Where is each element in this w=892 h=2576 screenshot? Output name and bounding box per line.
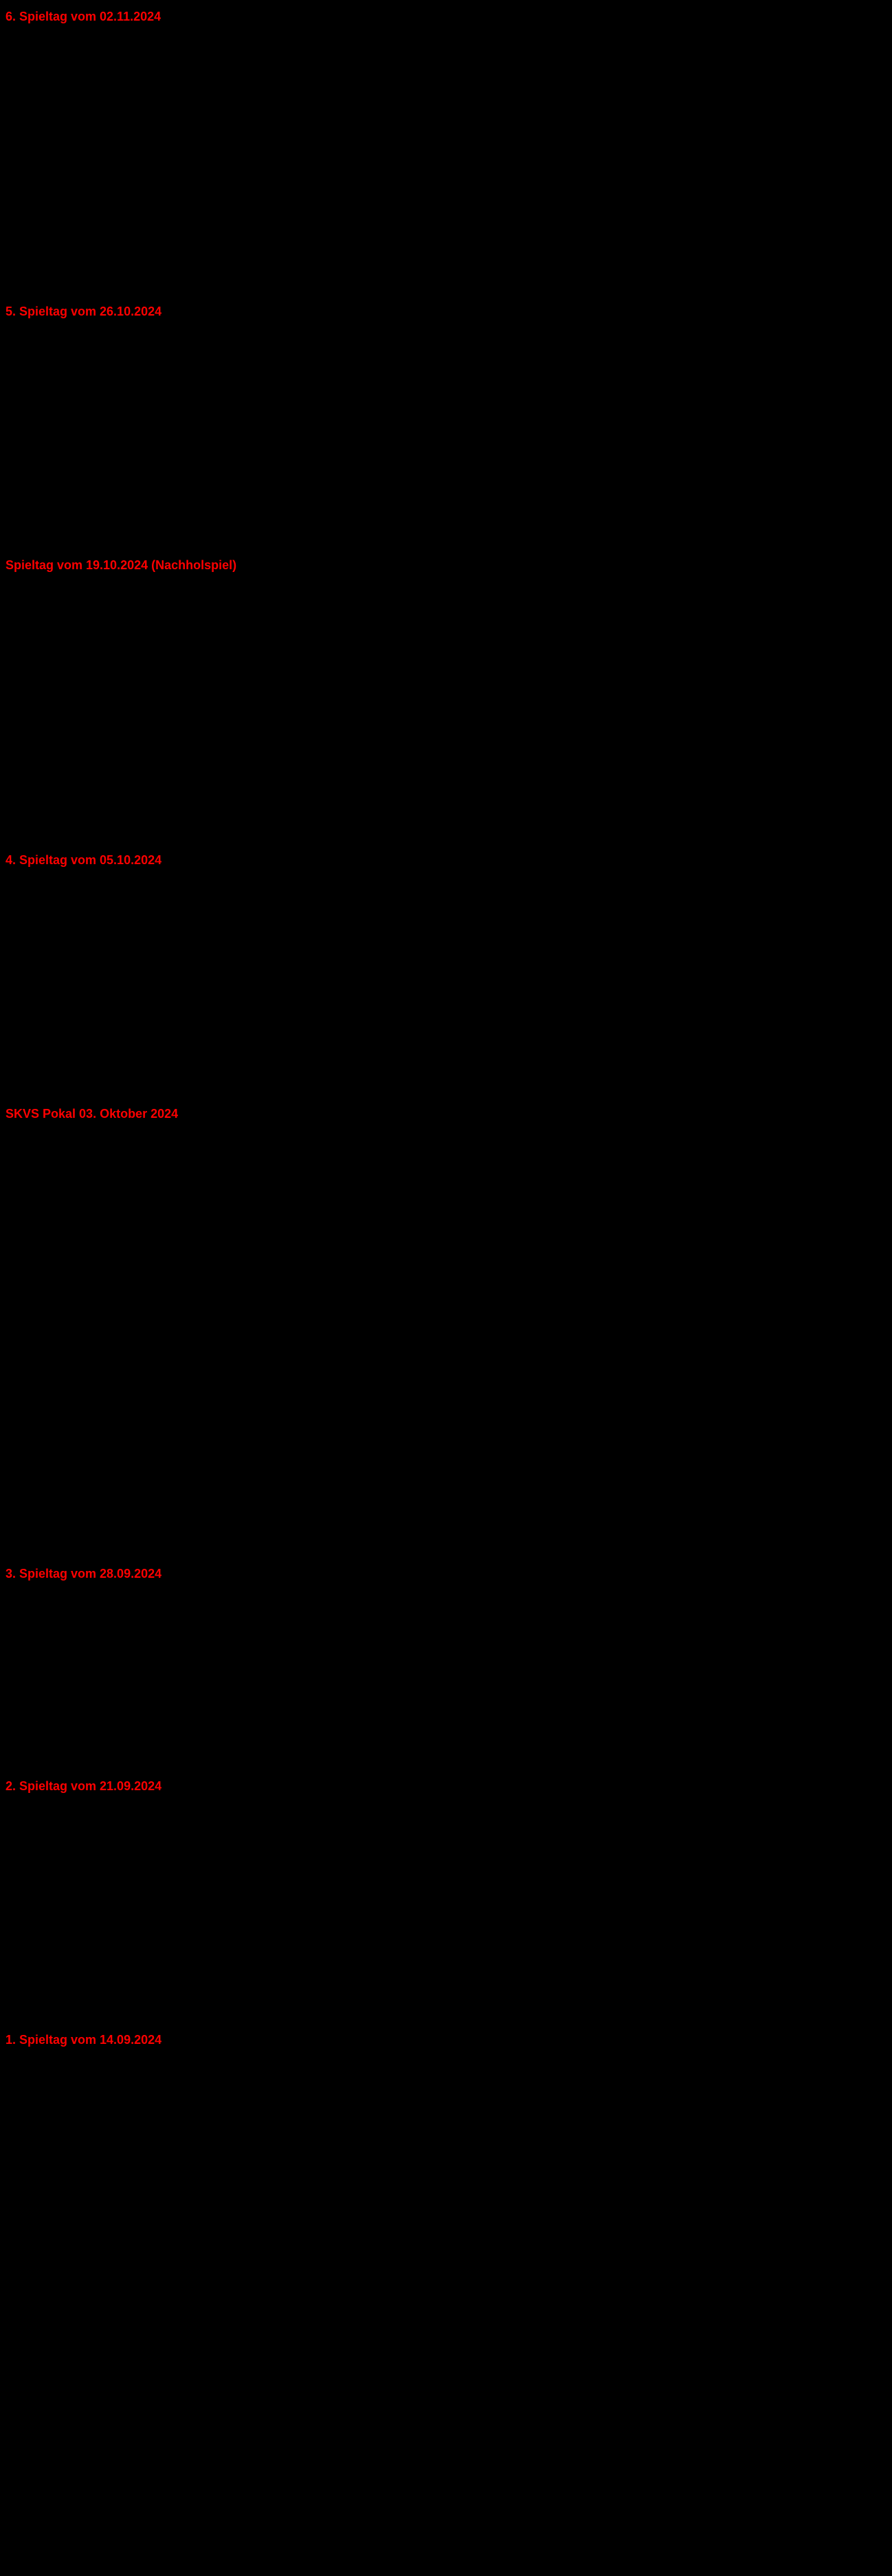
section-spacer-0 — [0, 27, 892, 302]
section-heading-7: 1. Spieltag vom 14.09.2024 — [0, 2030, 892, 2050]
section-spacer-3 — [0, 870, 892, 1104]
section-heading-3: 4. Spieltag vom 05.10.2024 — [0, 850, 892, 870]
section-heading-2: Spieltag vom 19.10.2024 (Nachholspiel) — [0, 555, 892, 575]
section-heading-5: 3. Spieltag vom 28.09.2024 — [0, 1564, 892, 1584]
section-spacer-6 — [0, 1796, 892, 2030]
section-spacer-7 — [0, 2050, 892, 2256]
section-heading-6: 2. Spieltag vom 21.09.2024 — [0, 1776, 892, 1796]
section-spacer-5 — [0, 1584, 892, 1776]
section-heading-1: 5. Spieltag vom 26.10.2024 — [0, 302, 892, 322]
section-spacer-2 — [0, 575, 892, 850]
section-heading-4: SKVS Pokal 03. Oktober 2024 — [0, 1104, 892, 1124]
section-spacer-4 — [0, 1124, 892, 1564]
section-spacer-1 — [0, 322, 892, 555]
section-heading-0: 6. Spieltag vom 02.11.2024 — [0, 7, 892, 27]
